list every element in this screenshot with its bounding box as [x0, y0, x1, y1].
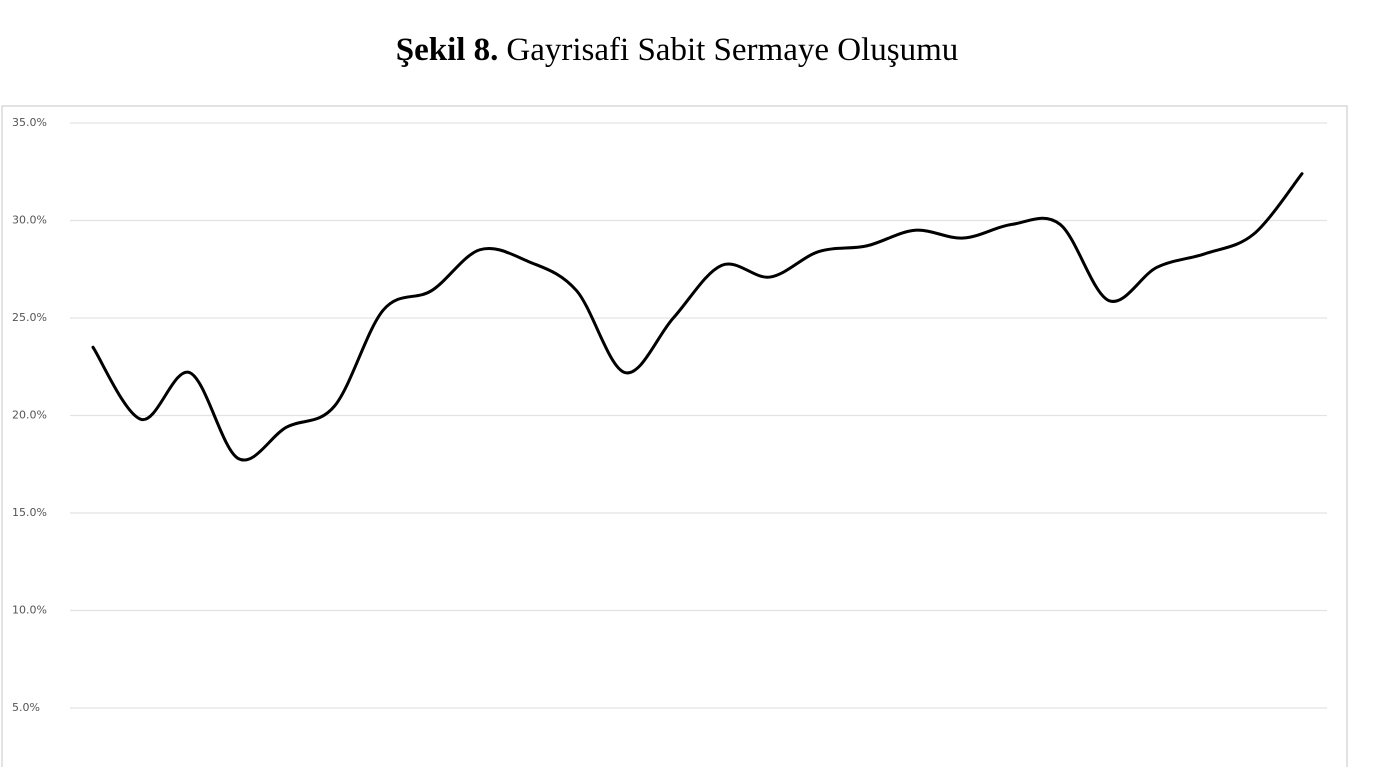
y-tick-label: 10.0%: [12, 604, 47, 617]
y-tick-label: 15.0%: [12, 506, 47, 519]
chart-title: Şekil 8. Gayrisafi Sabit Sermaye Oluşumu: [396, 32, 959, 68]
y-tick-label: 35.0%: [12, 116, 47, 129]
y-tick-label: 5.0%: [12, 701, 40, 714]
plot-frame: [1, 105, 1348, 767]
title-text: Gayrisafi Sabit Sermaye Oluşumu: [506, 32, 958, 68]
title-label: Şekil 8.: [396, 32, 499, 68]
data-line: [91, 172, 1304, 462]
y-tick-label: 20.0%: [12, 409, 47, 422]
y-tick-label: 30.0%: [12, 214, 47, 227]
y-tick-label: 25.0%: [12, 311, 47, 324]
